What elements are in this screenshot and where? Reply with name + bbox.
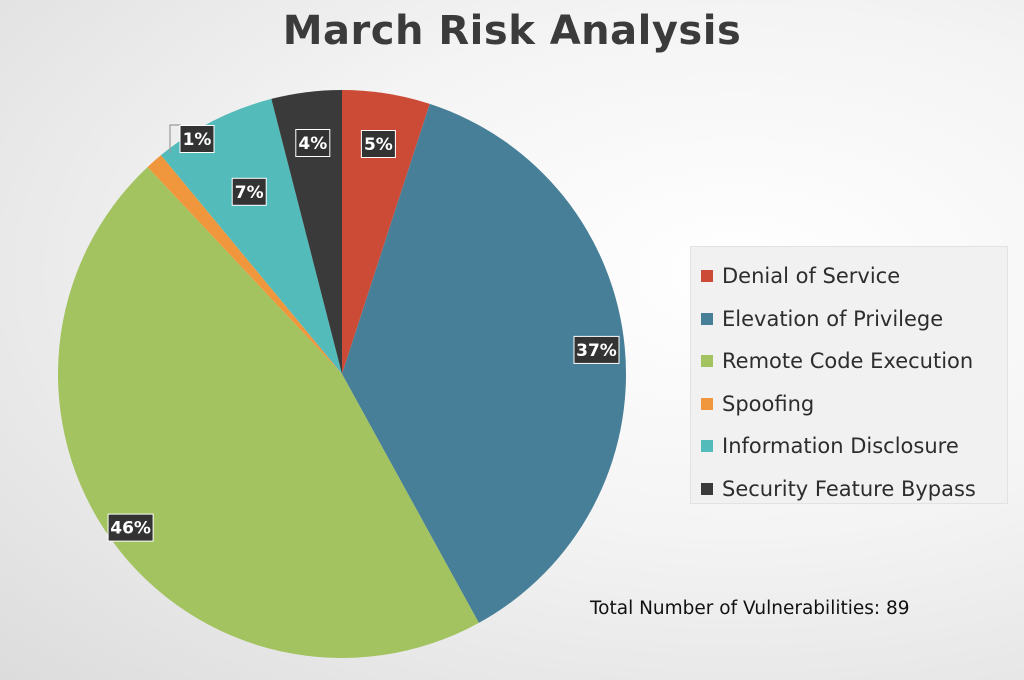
data-label-box-spoofing [179, 125, 215, 153]
pie-slice-spoofing [147, 155, 342, 374]
data-label-box-elevation-of-privilege [573, 335, 620, 364]
legend-swatch [701, 355, 713, 368]
legend-item-denial-of-service: Denial of Service [701, 255, 1007, 298]
data-label-box-information-disclosure [231, 177, 267, 206]
legend-swatch [701, 482, 713, 495]
data-label-box-denial-of-service [360, 130, 396, 158]
pie-slice-information-disclosure [160, 98, 342, 375]
chart-title: March Risk Analysis [282, 8, 742, 54]
legend-item-elevation-of-privilege: Elevation of Privilege [701, 298, 1007, 341]
total-vulnerabilities-note: Total Number of Vulnerabilities: 89 [590, 598, 910, 619]
data-label-elevation-of-privilege: 37% [576, 341, 617, 361]
legend-swatch [701, 440, 713, 453]
legend-item-remote-code-execution: Remote Code Execution [701, 340, 1007, 383]
legend-item-spoofing: Spoofing [701, 383, 1007, 426]
pie-slice-security-feature-bypass [271, 90, 342, 374]
legend: Denial of Service Elevation of Privilege R… [690, 246, 1008, 504]
legend-item-information-disclosure: Information Disclosure [701, 425, 1007, 468]
pie-slice-elevation-of-privilege [342, 103, 626, 623]
legend-swatch [701, 312, 713, 325]
leader-line-spoofing [169, 124, 181, 153]
data-label-remote-code-execution: 46% [110, 519, 151, 539]
legend-label: Security Feature Bypass [722, 476, 976, 501]
data-label-security-feature-bypass: 4% [298, 134, 327, 154]
legend-swatch [701, 270, 713, 283]
data-label-box-remote-code-execution [107, 513, 154, 542]
legend-label: Elevation of Privilege [722, 306, 944, 331]
legend-label: Remote Code Execution [722, 349, 974, 374]
pie-slice-denial-of-service [342, 90, 430, 374]
pie-slice-remote-code-execution [57, 166, 479, 659]
data-label-box-security-feature-bypass [295, 129, 331, 157]
legend-label: Denial of Service [722, 264, 901, 289]
legend-item-security-feature-bypass: Security Feature Bypass [701, 468, 1007, 511]
data-label-spoofing: 1% [183, 130, 212, 150]
data-label-denial-of-service: 5% [364, 135, 393, 155]
legend-swatch [701, 397, 713, 410]
legend-label: Spoofing [722, 391, 815, 416]
data-label-information-disclosure: 7% [235, 183, 264, 203]
legend-label: Information Disclosure [722, 434, 959, 459]
